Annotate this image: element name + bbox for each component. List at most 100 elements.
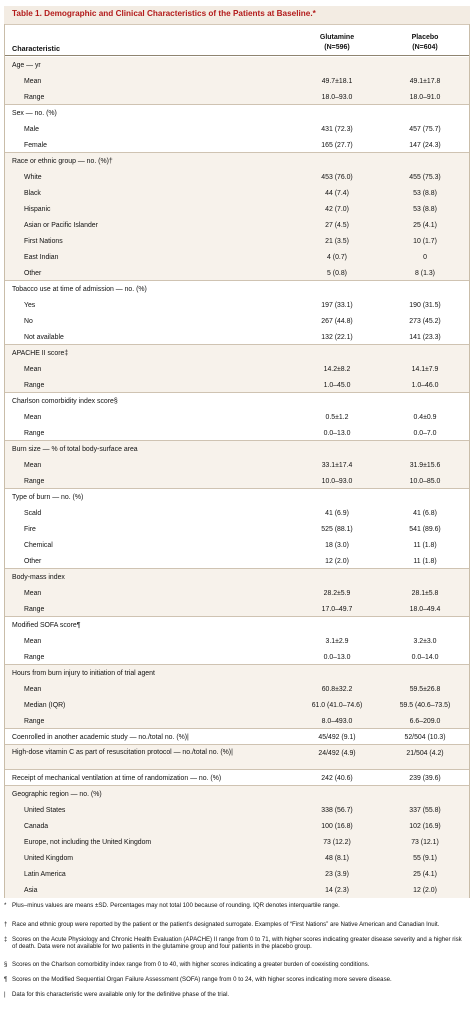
table-row-category: APACHE II score‡ [5, 345, 469, 361]
row-label: Range [24, 717, 45, 725]
glutamine-value: 44 (7.4) [325, 189, 349, 197]
placebo-value: 10 (1.7) [413, 237, 437, 245]
placebo-value: 55 (9.1) [413, 854, 437, 862]
row-label: Latin America [24, 870, 66, 878]
row-label: Hours from burn injury to initiation of … [12, 669, 155, 677]
footnote-text: Data for this characteristic were availa… [12, 991, 230, 998]
footnote-mark: § [4, 961, 8, 968]
row-label: Mean [24, 637, 42, 645]
row-label: Not available [24, 333, 64, 341]
placebo-value: 10.0–85.0 [409, 477, 441, 485]
row-label: Modified SOFA score¶ [12, 621, 81, 629]
column-header-placebo: Placebo [411, 34, 439, 41]
group-divider [5, 392, 469, 393]
table-row: Canada 100 (16.8) 102 (16.9) [5, 818, 469, 834]
table-row-category: Age — yr [5, 57, 469, 73]
row-label: Mean [24, 461, 42, 469]
row-label: Mean [24, 413, 42, 421]
row-label: Tobacco use at time of admission — no. (… [12, 285, 147, 293]
column-header-glutamine: Glutamine [319, 34, 355, 41]
row-label: Mean [24, 365, 42, 373]
placebo-value: 53 (8.8) [413, 205, 437, 213]
group-divider [5, 488, 469, 489]
glutamine-value: 267 (44.8) [321, 317, 353, 325]
group-divider [5, 568, 469, 569]
table-row: Female 165 (27.7) 147 (24.3) [5, 137, 469, 153]
table-row: Mean 14.2±8.2 14.1±7.9 [5, 361, 469, 377]
placebo-value: 41 (6.8) [413, 509, 437, 517]
row-label: Range [24, 381, 45, 389]
row-label: Scald [24, 509, 42, 517]
table-row: Range 1.0–45.0 1.0–46.0 [5, 377, 469, 393]
glutamine-value: 4 (0.7) [327, 253, 347, 261]
group-divider [5, 152, 469, 153]
row-label: Sex — no. (%) [12, 109, 57, 117]
placebo-value: 18.0–91.0 [409, 93, 441, 101]
glutamine-value: 23 (3.9) [325, 870, 349, 878]
row-label: Range [24, 605, 45, 613]
table-row: Median (IQR) 61.0 (41.0–74.6) 59.5 (40.6–7… [5, 697, 469, 713]
row-label: Asian or Pacific Islander [24, 221, 98, 229]
row-label: Chemical [24, 541, 53, 549]
placebo-value: 49.1±17.8 [409, 77, 441, 85]
row-label: High-dose vitamin C as part of resuscita… [12, 749, 233, 756]
placebo-value: 11 (1.8) [413, 541, 437, 549]
row-label: Fire [24, 525, 36, 533]
placebo-value: 273 (45.2) [409, 317, 441, 325]
glutamine-value: 8.0–493.0 [321, 717, 353, 725]
placebo-value: 0.0–14.0 [411, 653, 439, 661]
placebo-value: 3.2±3.0 [413, 637, 437, 645]
placebo-value: 28.1±5.8 [411, 589, 439, 597]
placebo-value: 11 (1.8) [413, 557, 437, 565]
table-row: United Kingdom 48 (8.1) 55 (9.1) [5, 850, 469, 866]
glutamine-value: 42 (7.0) [325, 205, 349, 213]
row-label: Canada [24, 822, 49, 830]
table-row: East Indian 4 (0.7) 0 [5, 249, 469, 265]
table-row: White 453 (76.0) 455 (75.3) [5, 169, 469, 185]
glutamine-value: 45/492 (9.1) [318, 733, 356, 741]
table-row: Asia 14 (2.3) 12 (2.0) [5, 882, 469, 898]
group-divider [5, 728, 469, 729]
glutamine-value: 10.0–93.0 [321, 477, 353, 485]
glutamine-value: 338 (56.7) [321, 806, 353, 814]
row-label: APACHE II score‡ [12, 349, 69, 357]
row-label: No [24, 317, 33, 325]
glutamine-value: 48 (8.1) [325, 854, 349, 862]
table-row: Asian or Pacific Islander 27 (4.5) 25 (4.1… [5, 217, 469, 233]
placebo-value: 457 (75.7) [409, 125, 441, 133]
footnote-text: Scores on the Acute Physiology and Chron… [12, 936, 462, 951]
glutamine-value: 24/492 (4.9) [318, 749, 356, 757]
row-label: Female [24, 141, 47, 149]
table-row-category: Hours from burn injury to initiation of … [5, 665, 469, 681]
glutamine-value: 0.5±1.2 [325, 413, 349, 421]
table-row-category: Geographic region — no. (%) [5, 786, 469, 802]
placebo-value: 6.6–209.0 [409, 717, 441, 725]
placebo-value: 59.5 (40.6–73.5) [399, 701, 451, 709]
row-label: Range [24, 477, 45, 485]
glutamine-value: 41 (6.9) [325, 509, 349, 517]
placebo-value: 25 (4.1) [413, 870, 437, 878]
placebo-value: 73 (12.1) [411, 838, 439, 846]
footnote-text: Scores on the Modified Sequential Organ … [12, 976, 392, 983]
glutamine-value: 18.0–93.0 [321, 93, 353, 101]
table-row-category: Charlson comorbidity index score§ [5, 393, 469, 409]
group-divider [5, 785, 469, 786]
glutamine-value: 14 (2.3) [325, 886, 349, 894]
group-divider [5, 440, 469, 441]
glutamine-value: 431 (72.3) [321, 125, 353, 133]
placebo-value: 337 (55.8) [409, 806, 441, 814]
placebo-value: 102 (16.9) [409, 822, 441, 830]
footnote-mark: * [4, 902, 7, 909]
row-label: Median (IQR) [24, 701, 66, 709]
table-row: United States 338 (56.7) 337 (55.8) [5, 802, 469, 818]
glutamine-value: 61.0 (41.0–74.6) [311, 701, 363, 709]
row-label: White [24, 173, 42, 181]
table-row-category: Tobacco use at time of admission — no. (… [5, 281, 469, 297]
table-row: Range 18.0–93.0 18.0–91.0 [5, 89, 469, 105]
table-row: Mean 33.1±17.4 31.9±15.6 [5, 457, 469, 473]
row-label: Geographic region — no. (%) [12, 790, 102, 798]
group-divider [5, 664, 469, 665]
table-row: Yes 197 (33.1) 190 (31.5) [5, 297, 469, 313]
column-header-placebo-n: (N=604) [412, 44, 438, 51]
table-title: Table 1. Demographic and Clinical Charac… [12, 9, 316, 18]
